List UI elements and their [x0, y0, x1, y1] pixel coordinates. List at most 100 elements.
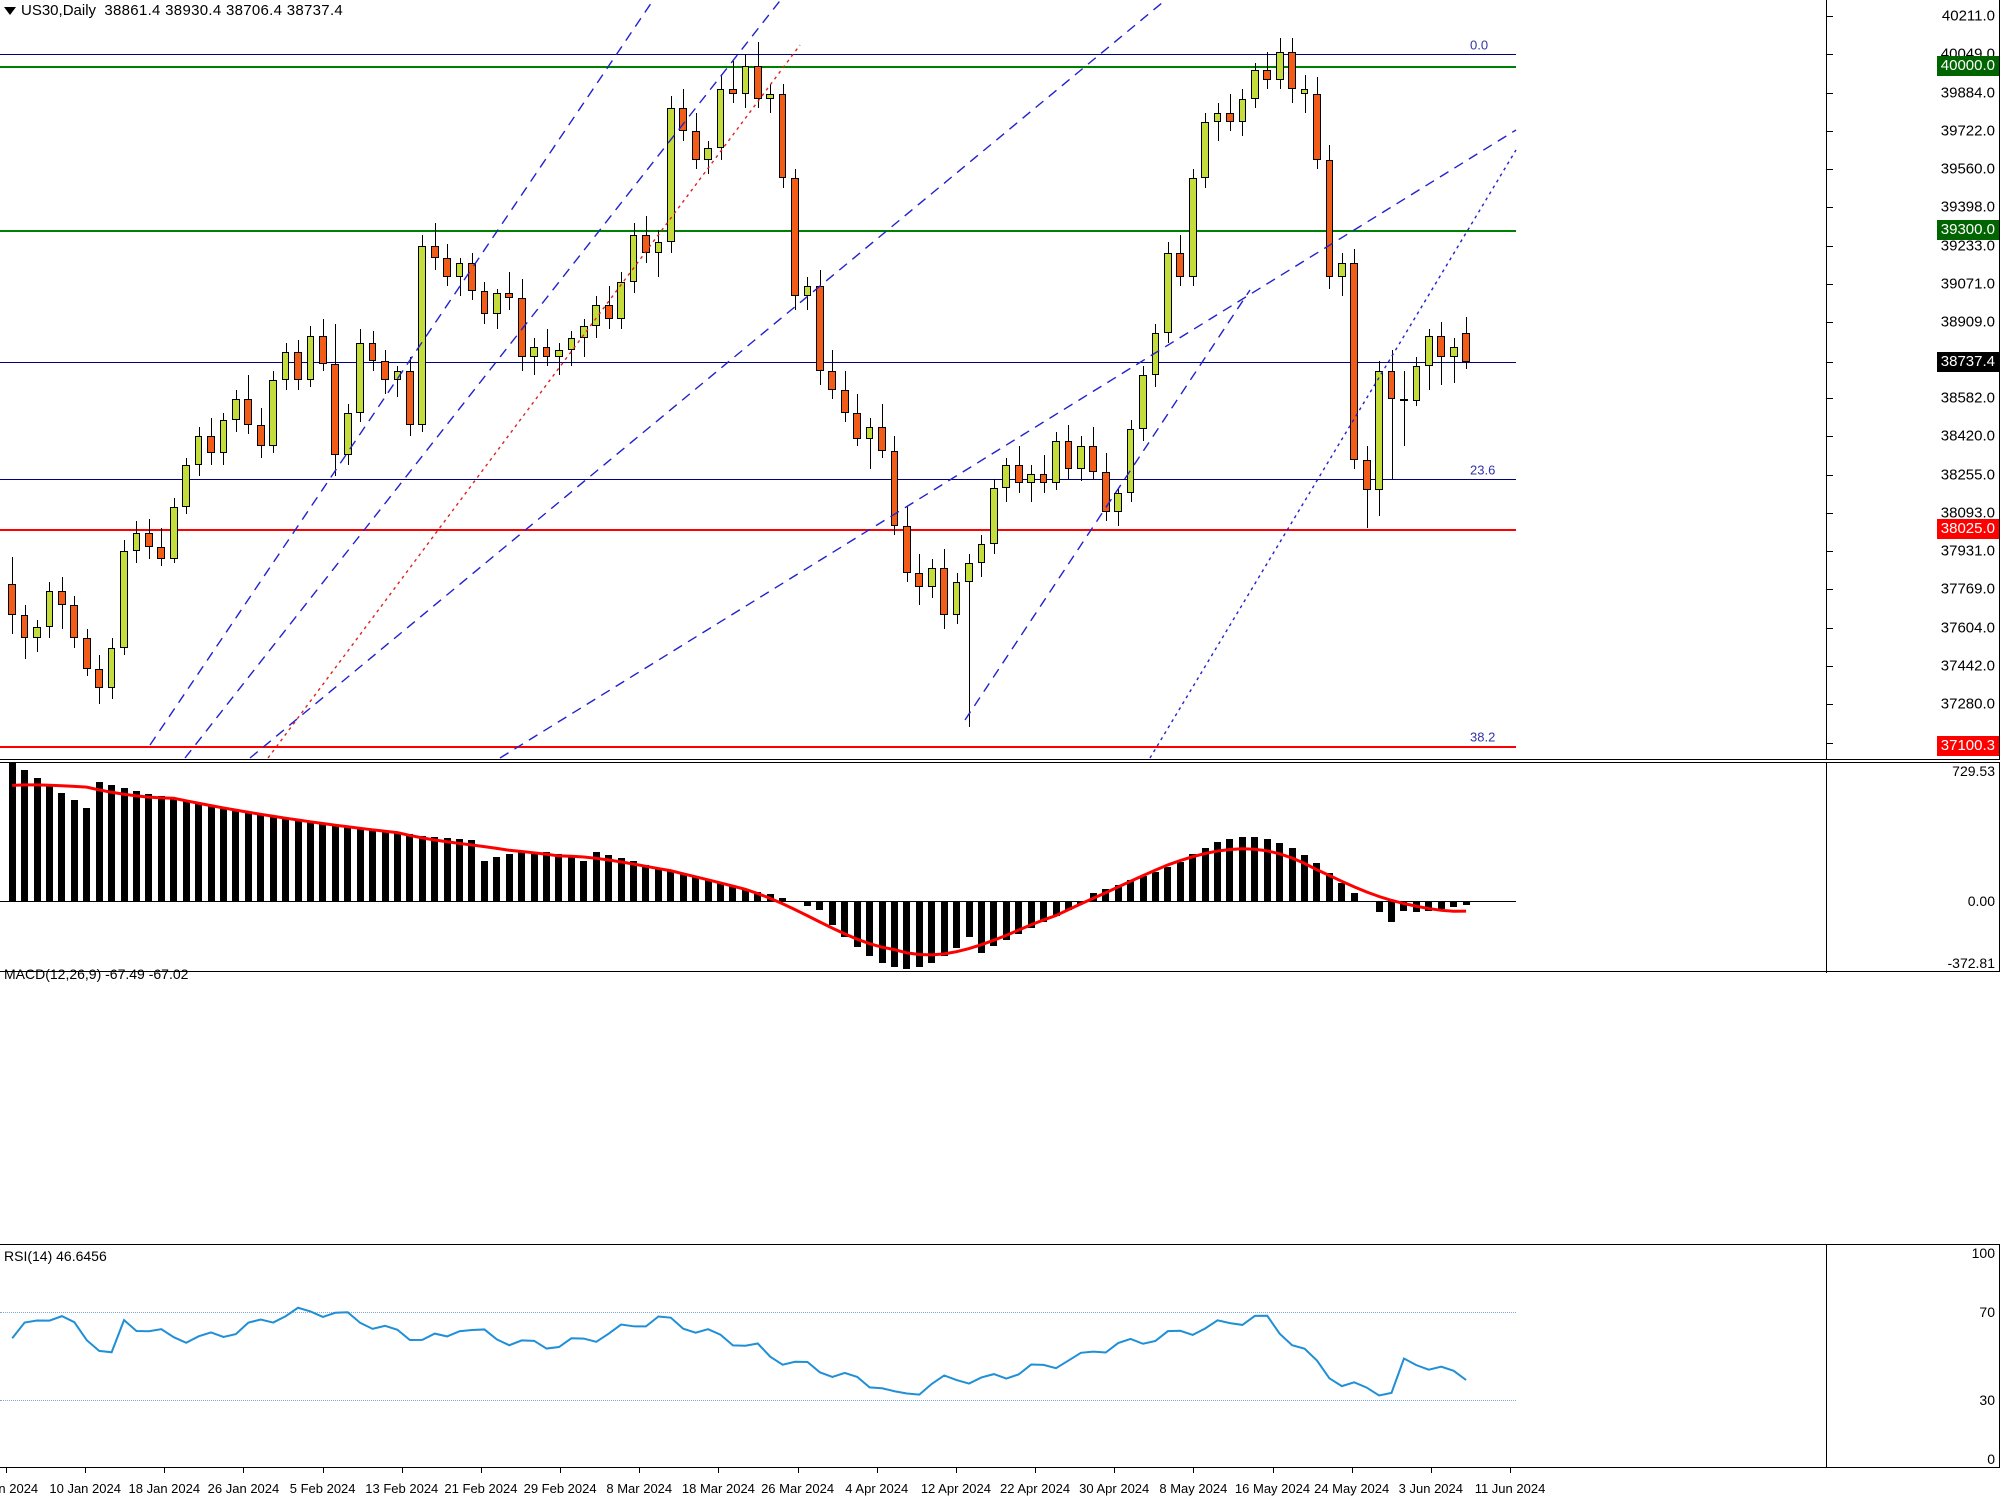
candle-body[interactable] — [1437, 335, 1446, 357]
candle-body[interactable] — [977, 544, 986, 564]
candle-body[interactable] — [194, 436, 203, 465]
candle-body[interactable] — [878, 427, 886, 451]
candle-body[interactable] — [952, 581, 961, 615]
candle-body[interactable] — [45, 591, 54, 627]
candle-body[interactable] — [1176, 253, 1185, 277]
candle-body[interactable] — [517, 298, 526, 357]
candle-body[interactable] — [1064, 441, 1073, 470]
candle-body[interactable] — [828, 370, 837, 390]
candle-body[interactable] — [629, 234, 638, 282]
candle-body[interactable] — [306, 335, 315, 381]
candle-body[interactable] — [1424, 335, 1433, 367]
candle-body[interactable] — [356, 342, 364, 414]
candle-body[interactable] — [1387, 370, 1396, 399]
candle-body[interactable] — [319, 335, 327, 364]
candle-body[interactable] — [1226, 112, 1234, 123]
candle-body[interactable] — [82, 638, 91, 669]
candle-body[interactable] — [716, 89, 725, 148]
candle-body[interactable] — [8, 584, 17, 615]
candle-body[interactable] — [1288, 51, 1296, 90]
candle-body[interactable] — [406, 370, 414, 425]
candle-body[interactable] — [691, 131, 700, 160]
candle-body[interactable] — [555, 349, 563, 357]
candle-body[interactable] — [1313, 93, 1321, 160]
candle-body[interactable] — [95, 668, 104, 688]
candle-body[interactable] — [1027, 474, 1035, 484]
triangle-down-icon[interactable] — [4, 7, 16, 16]
price-level-line[interactable] — [0, 362, 1516, 363]
candle-body[interactable] — [604, 305, 613, 320]
candle-body[interactable] — [381, 361, 389, 381]
candle-body[interactable] — [1300, 89, 1309, 94]
candle-body[interactable] — [1337, 262, 1346, 277]
candle-body[interactable] — [1101, 471, 1110, 512]
candle-body[interactable] — [778, 93, 787, 179]
candle-body[interactable] — [145, 532, 153, 547]
candle-body[interactable] — [1077, 445, 1085, 470]
candle-body[interactable] — [368, 342, 377, 362]
macd-pane[interactable]: 729.53 0.00 -372.81 — [0, 762, 2000, 973]
price-chart-pane[interactable]: 0.0 23.6 38.2 40211.0 40049.0 39884.0 39722.0… — [0, 0, 2000, 760]
candle-body[interactable] — [492, 293, 501, 315]
candle-body[interactable] — [1375, 370, 1383, 491]
candle-body[interactable] — [269, 380, 277, 446]
candle-body[interactable] — [1126, 429, 1135, 493]
candle-body[interactable] — [244, 398, 253, 425]
candle-body[interactable] — [1139, 375, 1147, 430]
price-level-line[interactable] — [0, 529, 1516, 532]
macd-plot-area[interactable] — [0, 762, 1516, 971]
candle-body[interactable] — [58, 591, 66, 606]
candle-body[interactable] — [542, 347, 551, 357]
candle-body[interactable] — [1014, 464, 1023, 484]
candle-body[interactable] — [530, 347, 538, 357]
candle-body[interactable] — [1412, 366, 1421, 402]
candle-body[interactable] — [766, 93, 775, 99]
candle-body[interactable] — [1400, 398, 1408, 402]
candle-body[interactable] — [1164, 253, 1172, 334]
candle-body[interactable] — [741, 65, 750, 94]
candle-body[interactable] — [70, 605, 79, 639]
candle-body[interactable] — [567, 337, 576, 350]
price-level-line[interactable] — [0, 478, 1516, 480]
candle-body[interactable] — [418, 246, 427, 425]
candle-body[interactable] — [393, 370, 402, 381]
candle-body[interactable] — [704, 147, 712, 160]
candle-body[interactable] — [1263, 70, 1272, 80]
price-scale[interactable]: 40211.0 40049.0 39884.0 39722.0 39560.0 39398… — [1827, 0, 1999, 760]
candle-body[interactable] — [1449, 347, 1458, 357]
candle-body[interactable] — [430, 246, 439, 259]
candle-body[interactable] — [219, 420, 228, 453]
candle-body[interactable] — [132, 532, 141, 552]
candle-body[interactable] — [592, 305, 601, 327]
candle-body[interactable] — [965, 563, 973, 582]
candle-body[interactable] — [1238, 98, 1247, 123]
candle-body[interactable] — [1114, 492, 1122, 512]
candle-body[interactable] — [1151, 333, 1160, 376]
rsi-pane[interactable]: 100 70 30 0 — [0, 1244, 2000, 1469]
candle-body[interactable] — [853, 413, 862, 439]
candle-body[interactable] — [1350, 262, 1359, 460]
candle-body[interactable] — [617, 281, 625, 320]
candle-body[interactable] — [256, 424, 265, 446]
rsi-plot-area[interactable] — [0, 1245, 1516, 1467]
candle-body[interactable] — [468, 262, 476, 291]
candle-body[interactable] — [927, 567, 936, 587]
candle-body[interactable] — [840, 389, 849, 413]
candle-body[interactable] — [816, 286, 824, 371]
candle-body[interactable] — [1275, 51, 1284, 80]
candle-body[interactable] — [940, 567, 949, 615]
candle-body[interactable] — [1188, 178, 1197, 277]
candle-body[interactable] — [865, 427, 874, 439]
candle-body[interactable] — [480, 290, 489, 315]
price-plot-area[interactable]: 0.0 23.6 38.2 — [0, 0, 1516, 758]
candle-body[interactable] — [455, 262, 464, 277]
price-level-line[interactable] — [0, 746, 1516, 749]
candle-body[interactable] — [990, 488, 998, 545]
candle-body[interactable] — [331, 363, 340, 456]
candle-body[interactable] — [803, 286, 812, 296]
candle-body[interactable] — [294, 352, 302, 381]
candle-body[interactable] — [33, 626, 41, 639]
candle-body[interactable] — [1052, 441, 1060, 484]
candle-body[interactable] — [1462, 332, 1470, 362]
candle-body[interactable] — [1201, 122, 1209, 179]
